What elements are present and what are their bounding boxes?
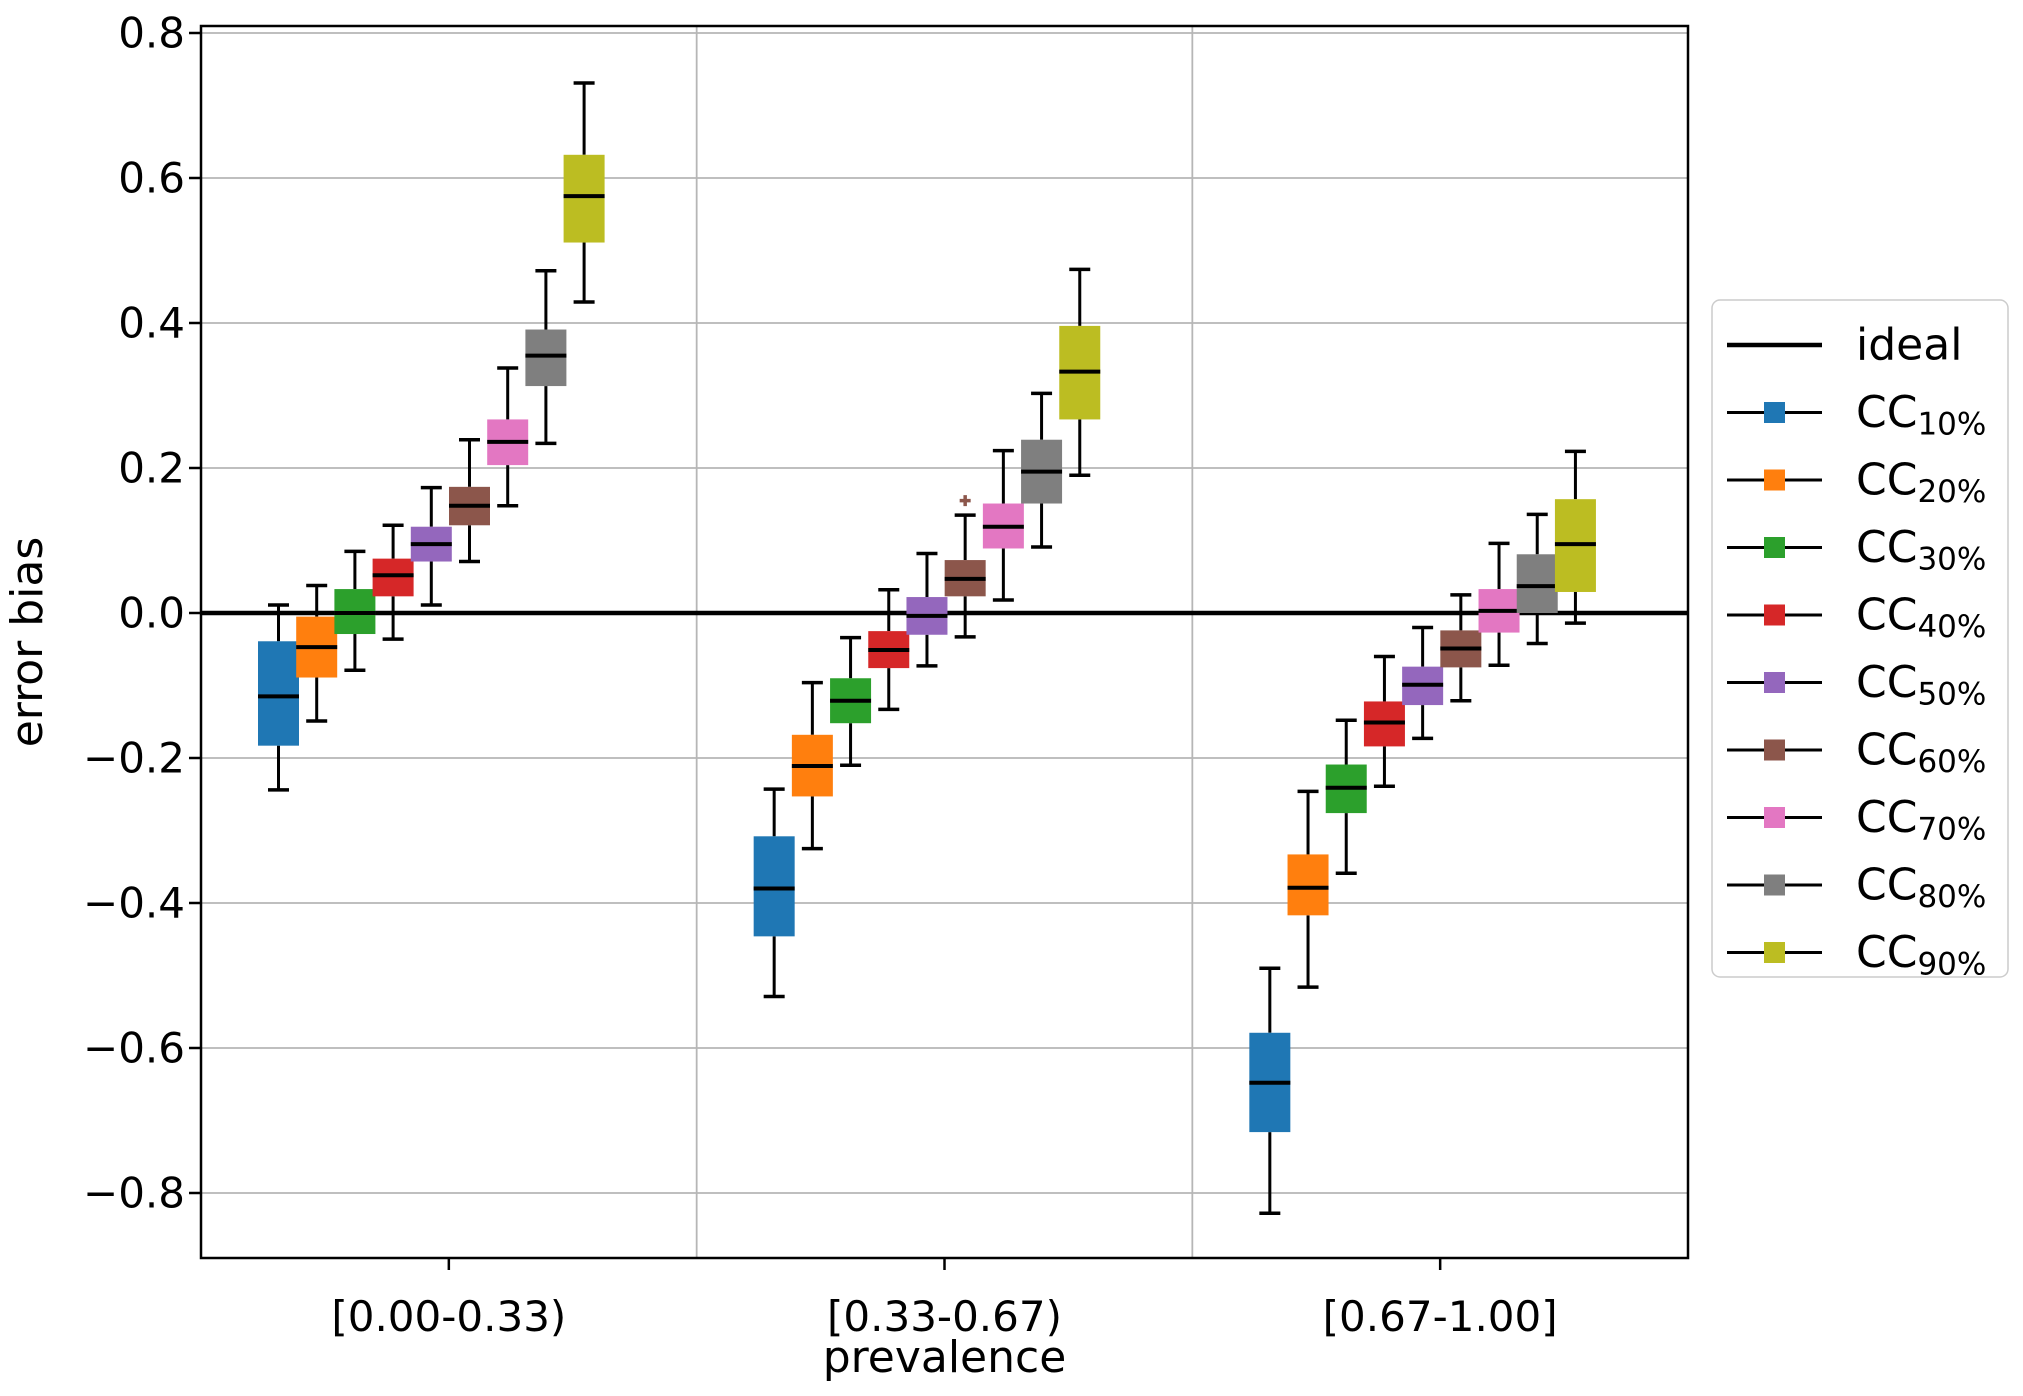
- y-tick-label: 0.8: [118, 9, 185, 58]
- boxplot-box-CC20%: [1287, 854, 1329, 916]
- boxplot-box-CC90%: [563, 154, 605, 243]
- legend-swatch-CC30%: [1764, 537, 1785, 558]
- boxplot-box-CC80%: [1516, 554, 1558, 613]
- legend-swatch-CC40%: [1764, 604, 1785, 626]
- y-tick-label: 0.0: [118, 589, 185, 638]
- legend-swatch-CC20%: [1764, 469, 1785, 491]
- legend-swatch-CC60%: [1764, 739, 1785, 761]
- legend-item-label: ideal: [1856, 320, 1962, 371]
- y-tick-label: −0.4: [83, 879, 185, 928]
- boxplot-box-CC40%: [372, 558, 414, 597]
- legend-swatch-CC90%: [1764, 942, 1785, 963]
- x-tick-label: [0.33-0.67): [827, 1292, 1062, 1341]
- legend-swatch-CC80%: [1764, 874, 1785, 896]
- y-tick-label: 0.4: [118, 299, 185, 348]
- boxplot-box-CC10%: [258, 641, 299, 746]
- y-tick-label: −0.6: [83, 1024, 185, 1073]
- y-axis-label: error bias: [2, 537, 53, 748]
- legend-item-label: CC20%: [1856, 455, 1986, 511]
- legend-swatch-CC50%: [1764, 672, 1785, 693]
- x-tick-label: [0.00-0.33): [331, 1292, 566, 1341]
- y-tick-label: 0.2: [118, 444, 185, 493]
- legend-swatch-CC10%: [1764, 402, 1785, 423]
- legend: [1711, 299, 2009, 978]
- y-tick-label: 0.6: [118, 154, 185, 203]
- y-tick-label: −0.2: [83, 734, 185, 783]
- boxplot-box-CC10%: [753, 836, 795, 937]
- x-tick-label: [0.67-1.00]: [1323, 1292, 1558, 1341]
- legend-swatch-CC70%: [1764, 807, 1785, 828]
- x-axis-label: prevalence: [823, 1332, 1067, 1383]
- y-tick-label: −0.8: [83, 1169, 185, 1218]
- boxplot-box-CC80%: [525, 329, 567, 387]
